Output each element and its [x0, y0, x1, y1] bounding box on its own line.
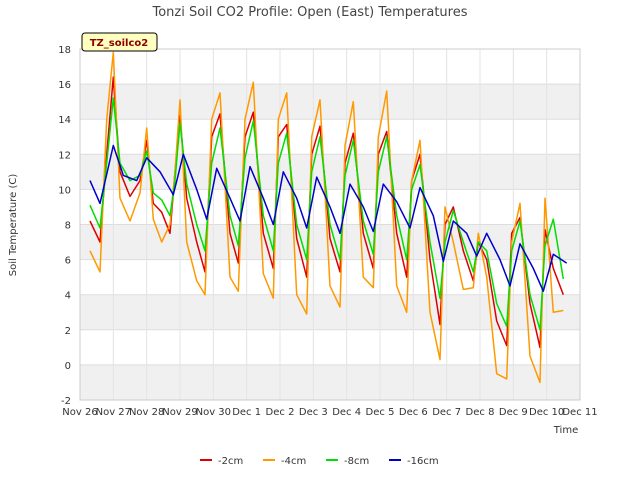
y-tick-label: 10	[58, 185, 71, 196]
x-tick-label: Nov 30	[196, 407, 231, 418]
plot-band	[80, 294, 580, 330]
legend-label: -16cm	[407, 456, 439, 467]
x-tick-label: Dec 8	[466, 407, 495, 418]
x-axis-label: Time	[553, 425, 578, 436]
plot-band	[80, 154, 580, 190]
plot-band	[80, 84, 580, 120]
y-tick-label: 8	[65, 221, 71, 232]
legend: -2cm -4cm -8cm -16cm	[200, 456, 439, 467]
y-tick-label: 4	[65, 291, 71, 302]
plot-band	[80, 364, 580, 400]
plot-band	[80, 224, 580, 260]
x-tick-label: Nov 29	[162, 407, 197, 418]
y-tick-label: 18	[58, 45, 71, 56]
x-tick-label: Dec 2	[266, 407, 295, 418]
y-tick-labels: -2 0 2 4 6 8 10 12 14 16 18	[58, 45, 71, 407]
site-tag: TZ_soilco2	[81, 32, 158, 52]
x-tick-label: Dec 5	[366, 407, 395, 418]
y-tick-label: 0	[65, 361, 71, 372]
y-tick-label: 2	[65, 326, 71, 337]
series-line-minus-16cm	[89, 144, 568, 292]
site-tag-box	[81, 32, 158, 52]
legend-label: -2cm	[218, 456, 243, 467]
y-tick-label: 16	[58, 80, 71, 91]
legend-label: -8cm	[344, 456, 369, 467]
legend-label: -4cm	[281, 456, 306, 467]
y-tick-label: 12	[58, 150, 71, 161]
x-tick-label: Nov 27	[96, 407, 131, 418]
y-axis-label: Soil Temperature (C)	[8, 174, 19, 277]
site-tag-label: TZ_soilco2	[90, 38, 149, 49]
y-tick-label: 14	[58, 115, 71, 126]
plot-frame	[79, 48, 581, 401]
series-layer	[89, 51, 568, 384]
x-tick-label: Dec 7	[432, 407, 461, 418]
x-tick-label: Nov 26	[62, 407, 97, 418]
x-tick-label: Dec 6	[399, 407, 428, 418]
y-tick-label: 6	[65, 256, 71, 267]
x-tick-label: Dec 11	[562, 407, 597, 418]
x-tick-label: Nov 28	[129, 407, 164, 418]
x-tick-label: Dec 10	[529, 407, 564, 418]
chart-title: Tonzi Soil CO2 Profile: Open (East) Temp…	[151, 5, 467, 20]
axes	[79, 48, 581, 401]
x-tick-label: Dec 3	[299, 407, 328, 418]
y-tick-label: -2	[61, 396, 71, 407]
x-tick-label: Dec 1	[232, 407, 261, 418]
x-tick-label: Dec 9	[499, 407, 528, 418]
x-tick-label: Dec 4	[332, 407, 361, 418]
